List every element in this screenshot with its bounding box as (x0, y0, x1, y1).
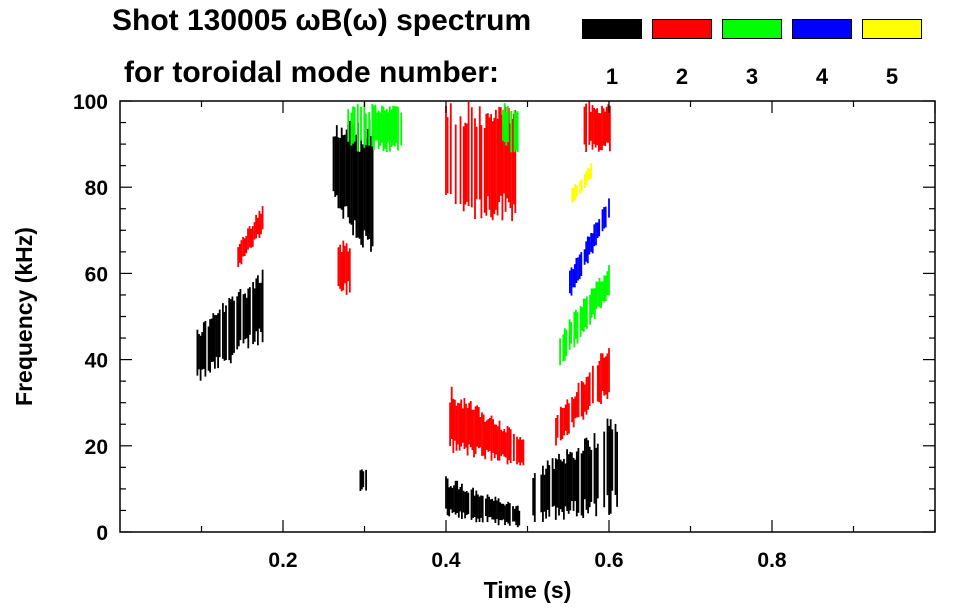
series-mode-2-region-6 (583, 101, 611, 152)
series-mode-1-region-2 (332, 119, 374, 252)
series-mode-1-region-3 (359, 469, 368, 491)
y-tick-label: 40 (85, 350, 108, 373)
legend-label-mode-3: 3 (745, 64, 759, 89)
legend-label-mode-1: 1 (605, 64, 619, 89)
legend-swatch-mode-4 (792, 19, 852, 39)
x-tick-label: 0.2 (268, 549, 297, 572)
series-mode-3 (347, 101, 610, 366)
series-mode-4-region-1 (569, 198, 610, 296)
series-mode-2 (237, 101, 611, 466)
legend-label-mode-5: 5 (885, 64, 899, 89)
series-mode-3-region-2 (559, 265, 610, 366)
legend-label-mode-2: 2 (675, 64, 689, 89)
legend-swatch-mode-1 (582, 19, 642, 39)
y-tick-label: 0 (96, 522, 108, 545)
series-mode-1-region-5 (532, 418, 618, 522)
y-tick-label: 100 (73, 91, 108, 114)
series-mode-5-region-1 (571, 163, 592, 203)
chart-title: Shot 130005 ωB(ω) spectrum (112, 4, 532, 37)
legend-swatch-mode-3 (722, 19, 782, 39)
series-mode-3-region-1 (347, 101, 403, 153)
legend-label-mode-4: 4 (815, 64, 829, 89)
series-mode-1-region-4 (445, 476, 521, 528)
x-tick-label: 0.8 (757, 549, 787, 572)
chart-subtitle: for toroidal mode number: (124, 56, 499, 89)
x-tick-labels: 0.2 0.4 0.6 0.8 (268, 549, 787, 572)
series-mode-3-region-3 (502, 103, 519, 153)
series-mode-2-region-1 (237, 206, 264, 268)
axis-ticks (120, 100, 936, 533)
x-tick-label: 0.4 (431, 549, 461, 572)
legend-swatch-mode-2 (652, 19, 712, 39)
series-mode-1 (196, 119, 618, 528)
series-mode-2-region-4 (445, 102, 517, 222)
y-tick-labels: 0 20 40 60 80 100 (73, 91, 108, 545)
series-mode-1-region-1 (196, 269, 264, 381)
y-tick-label: 80 (85, 177, 108, 200)
y-tick-label: 60 (85, 263, 108, 286)
y-axis-label: Frequency (kHz) (11, 227, 37, 406)
plot-frame (119, 100, 936, 533)
series-mode-2-region-5 (555, 348, 610, 446)
series-mode-2-region-2 (337, 240, 351, 295)
legend-swatch-mode-5 (862, 19, 922, 39)
x-axis-label: Time (s) (484, 577, 572, 603)
series-mode-5 (571, 163, 592, 203)
x-tick-label: 0.6 (594, 549, 623, 572)
y-tick-label: 20 (85, 436, 108, 459)
series-mode-4 (569, 198, 610, 296)
series-mode-2-region-3 (449, 386, 525, 466)
spectrum-marks (196, 101, 618, 528)
